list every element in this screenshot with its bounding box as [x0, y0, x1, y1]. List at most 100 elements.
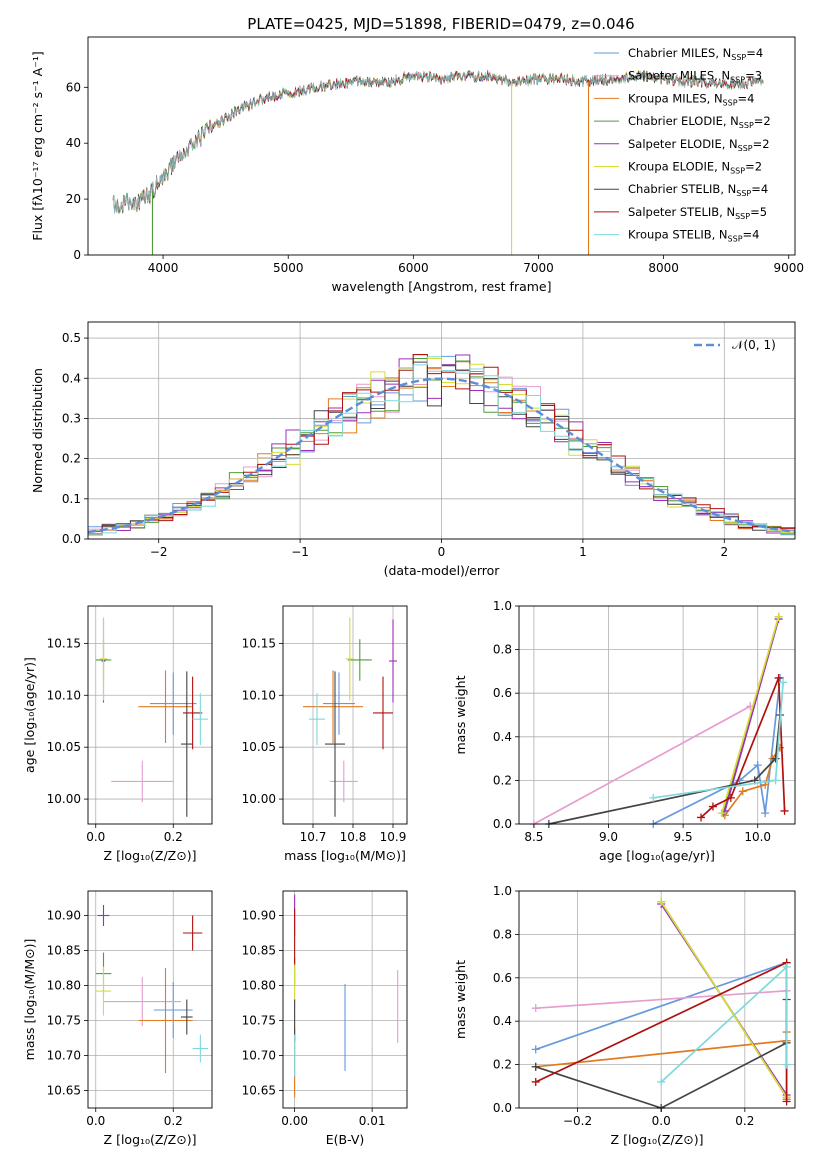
y-axis-label: mass [log₁₀(M/M⊙)] — [22, 939, 37, 1061]
y-tick-label: 0.6 — [493, 971, 512, 985]
plot-area — [95, 617, 209, 817]
y-tick-label: 0.0 — [493, 1101, 512, 1115]
point-salpeter_miles — [103, 977, 181, 1027]
series-marker — [531, 1062, 540, 1071]
legend-text: Salpeter STELIB, N — [628, 205, 735, 219]
axes-frame — [87, 605, 213, 825]
legend-count: =3 — [745, 69, 762, 83]
point-salpeter_stelib — [182, 676, 203, 750]
y-tick-label: 1.0 — [493, 599, 512, 613]
y-tick-label: 10.65 — [242, 1084, 276, 1098]
histogram-salpeter_stelib — [88, 354, 795, 536]
panel-mass_vs_Z: 0.0 0.2 10.65 10.70 10.75 10.80 10.85 10.90 Z [l… — [22, 890, 213, 1147]
series-marker — [782, 962, 791, 971]
series-marker — [531, 1004, 540, 1013]
axes-frame — [87, 890, 213, 1109]
y-tick-label: 10.00 — [242, 792, 276, 806]
legend-entry-salpeter_stelib: Salpeter STELIB, NSSP=5 — [628, 205, 767, 221]
point-chabrier_miles — [323, 672, 355, 735]
panel-massweight_vs_Z: −0.2 0.0 0.2 0.0 0.2 0.4 0.6 0.8 1.0 Z [log₁₀(Z/Z… — [453, 884, 796, 1147]
series-marker — [753, 761, 762, 770]
series-marker — [697, 813, 706, 822]
y-tick-label: 0.8 — [493, 643, 512, 657]
legend-entry-kroupa_stelib: Kroupa STELIB, NSSP=4 — [628, 228, 759, 244]
x-tick-label: 0.01 — [359, 1114, 386, 1128]
y-axis-label: mass weight — [453, 675, 468, 754]
y-tick-label: 0.1 — [62, 492, 81, 506]
point-chabrier_miles — [153, 982, 193, 1038]
x-tick-label: 0.2 — [735, 1114, 754, 1128]
x-tick-label: 0.2 — [164, 1114, 183, 1128]
point-salpeter_stelib — [182, 915, 203, 951]
plot-area — [531, 897, 791, 1112]
y-tick-label: 10.05 — [47, 740, 81, 754]
legend-entry-chabrier_elodie: Chabrier ELODIE, NSSP=2 — [628, 114, 771, 130]
series-kroupa_elodie — [717, 612, 783, 818]
series-marker — [779, 678, 788, 687]
y-tick-label: 10.05 — [242, 740, 276, 754]
point-chabrier_stelib — [325, 671, 345, 817]
panel-massweight_vs_age: 8.5 9.0 9.5 10.0 0.0 0.2 0.4 0.6 0.8 1.0 age [log₁… — [453, 599, 796, 863]
y-tick-label: 10.10 — [47, 688, 81, 702]
y-tick-label: 0.4 — [493, 1014, 512, 1028]
y-tick-label: 0.6 — [493, 686, 512, 700]
legend-entry-salpeter_miles: Salpeter MILES, NSSP=3 — [628, 69, 762, 85]
y-tick-label: 0.2 — [62, 452, 81, 466]
series-marker — [782, 1097, 791, 1106]
legend-subscript: SSP — [730, 76, 745, 85]
y-tick-label: 10.70 — [242, 1049, 276, 1063]
series-kroupa_stelib — [649, 678, 788, 802]
axes-frame — [87, 36, 796, 256]
point-chabrier_miles — [150, 672, 197, 735]
legend-subscript: SSP — [735, 212, 750, 221]
x-tick-label: 7000 — [523, 261, 554, 275]
x-tick-label: −1 — [291, 545, 309, 559]
series-marker — [782, 1060, 791, 1069]
y-tick-label: 20 — [66, 192, 81, 206]
series-line — [535, 961, 787, 1051]
normal-curve — [88, 377, 795, 534]
series-marker — [657, 897, 666, 906]
legend-count: =4 — [743, 228, 760, 242]
point-chabrier_stelib — [181, 671, 193, 817]
x-axis-label: (data-model)/error — [384, 563, 501, 578]
y-tick-label: 60 — [66, 80, 81, 94]
plot-area — [88, 354, 795, 539]
x-axis-label: E(B-V) — [326, 1132, 365, 1147]
series-marker — [774, 673, 783, 682]
x-tick-label: 0.2 — [164, 830, 183, 844]
series-marker — [761, 809, 770, 818]
x-tick-label: 9.5 — [674, 830, 693, 844]
y-tick-label: 10.90 — [47, 909, 81, 923]
y-axis-label: Flux [fλ10⁻¹⁷ erg cm⁻² s⁻¹ A⁻¹] — [30, 51, 45, 240]
y-tick-label: 0.0 — [62, 532, 81, 546]
series-line — [724, 618, 780, 812]
axes-frame — [87, 321, 796, 540]
x-tick-label: 10.0 — [744, 830, 771, 844]
y-tick-label: 10.85 — [47, 944, 81, 958]
histograms — [88, 354, 795, 539]
legend-text: Salpeter MILES, N — [628, 69, 730, 83]
series-line — [533, 705, 751, 825]
legend-count: =5 — [750, 205, 767, 219]
x-axis-label: Z [log₁₀(Z/Z⊙)] — [104, 1132, 197, 1147]
point-kroupa_stelib — [309, 693, 325, 746]
series-line — [652, 677, 781, 825]
legend-text: Kroupa ELODIE, N — [628, 160, 730, 174]
legend-subscript: SSP — [736, 189, 751, 198]
series-salpeter_miles — [531, 986, 791, 1013]
y-tick-label: 0 — [73, 248, 81, 262]
legend-entry-chabrier_miles: Chabrier MILES, NSSP=4 — [628, 46, 763, 62]
y-tick-label: 0.2 — [493, 773, 512, 787]
y-tick-label: 10.65 — [47, 1084, 81, 1098]
point-salpeter_miles — [111, 760, 174, 803]
series-marker — [531, 1045, 540, 1054]
y-tick-label: 10.70 — [47, 1049, 81, 1063]
x-tick-label: 10.7 — [300, 830, 327, 844]
panel-age_vs_mass: 10.7 10.8 10.9 10.00 10.05 10.10 10.15 mass [lo… — [242, 605, 408, 863]
point-kroupa_miles — [138, 968, 193, 1073]
point-kroupa_stelib — [192, 1034, 209, 1063]
x-tick-label: 6000 — [398, 261, 429, 275]
legend-subscript: SSP — [738, 144, 753, 153]
